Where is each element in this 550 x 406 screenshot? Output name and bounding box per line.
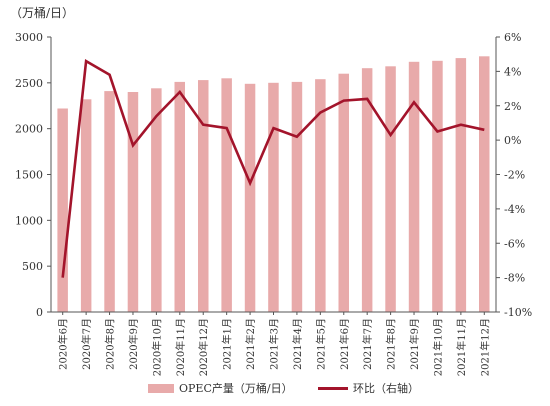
right-tick-label-6: 2%: [504, 100, 521, 113]
mom-change-line: [61, 58, 485, 278]
left-tick-label-1: 500: [22, 260, 43, 273]
x-tick-label-12: 2021年6月: [338, 318, 351, 370]
right-tick-label-8: 6%: [504, 31, 521, 44]
bar-16: [432, 60, 443, 312]
bar-9: [268, 82, 279, 312]
x-tick-label-3: 2020年9月: [127, 318, 140, 370]
x-tick-label-5: 2020年11月: [174, 318, 187, 376]
bar-18: [479, 56, 490, 313]
legend-bar-swatch: [148, 383, 174, 393]
left-tick-label-0: 0: [36, 306, 43, 319]
legend-bar-label: OPEC产量（万桶/日）: [179, 382, 293, 395]
left-tick-label-3: 1500: [15, 169, 43, 182]
x-tick-label-8: 2021年2月: [244, 318, 257, 370]
x-tick-label-15: 2021年9月: [408, 318, 421, 370]
bar-1: [80, 99, 92, 312]
x-tick-label-10: 2021年4月: [291, 318, 304, 370]
x-tick-label-17: 2021年11月: [455, 318, 468, 376]
x-tick-label-14: 2021年8月: [385, 318, 398, 370]
bar-7: [221, 78, 232, 313]
bar-5: [174, 81, 185, 313]
left-tick-label-6: 3000: [15, 31, 43, 44]
right-tick-label-1: -8%: [504, 272, 525, 285]
right-tick-label-3: -4%: [504, 203, 525, 216]
bar-12: [338, 73, 349, 312]
x-tick-label-4: 2020年10月: [150, 318, 163, 376]
legend-item-line: 环比（右轴）: [318, 380, 419, 396]
right-tick-label-4: -2%: [504, 169, 525, 182]
bar-3: [127, 92, 139, 312]
bar-14: [385, 66, 396, 312]
x-tick-label-6: 2020年12月: [197, 318, 210, 376]
bar-0: [57, 108, 68, 312]
x-tick-label-9: 2021年3月: [268, 318, 281, 370]
legend: OPEC产量（万桶/日） 环比（右轴）: [0, 380, 550, 398]
x-tick-label-0: 2020年6月: [57, 318, 70, 370]
x-tick-label-13: 2021年7月: [361, 318, 374, 370]
bar-11: [315, 79, 326, 312]
bar-6: [198, 80, 209, 312]
bar-8: [244, 83, 256, 313]
x-tick-label-1: 2020年7月: [80, 318, 93, 370]
legend-item-bar: OPEC产量（万桶/日）: [148, 380, 293, 396]
bar-4: [151, 88, 162, 312]
left-tick-label-2: 1000: [15, 214, 43, 227]
right-tick-label-2: -6%: [504, 237, 525, 250]
bar-15: [408, 61, 420, 313]
x-tick-label-18: 2021年12月: [478, 318, 491, 376]
left-axis-unit-label: （万桶/日）: [10, 6, 75, 20]
right-tick-label-0: -10%: [504, 306, 532, 319]
bar-2: [104, 91, 115, 312]
right-tick-label-5: 0%: [504, 134, 521, 147]
x-tick-label-16: 2021年10月: [431, 318, 444, 376]
x-tick-label-7: 2021年1月: [221, 318, 234, 370]
x-tick-label-2: 2020年8月: [104, 318, 117, 370]
bar-17: [455, 58, 467, 312]
right-tick-label-7: 4%: [504, 65, 521, 78]
bar-13: [361, 68, 373, 312]
left-tick-label-4: 2000: [15, 123, 43, 136]
x-tick-label-11: 2021年5月: [314, 318, 327, 370]
left-tick-label-5: 2500: [15, 77, 43, 90]
bar-10: [291, 81, 303, 313]
legend-line-label: 环比（右轴）: [353, 382, 419, 395]
legend-line-swatch: [318, 386, 348, 390]
